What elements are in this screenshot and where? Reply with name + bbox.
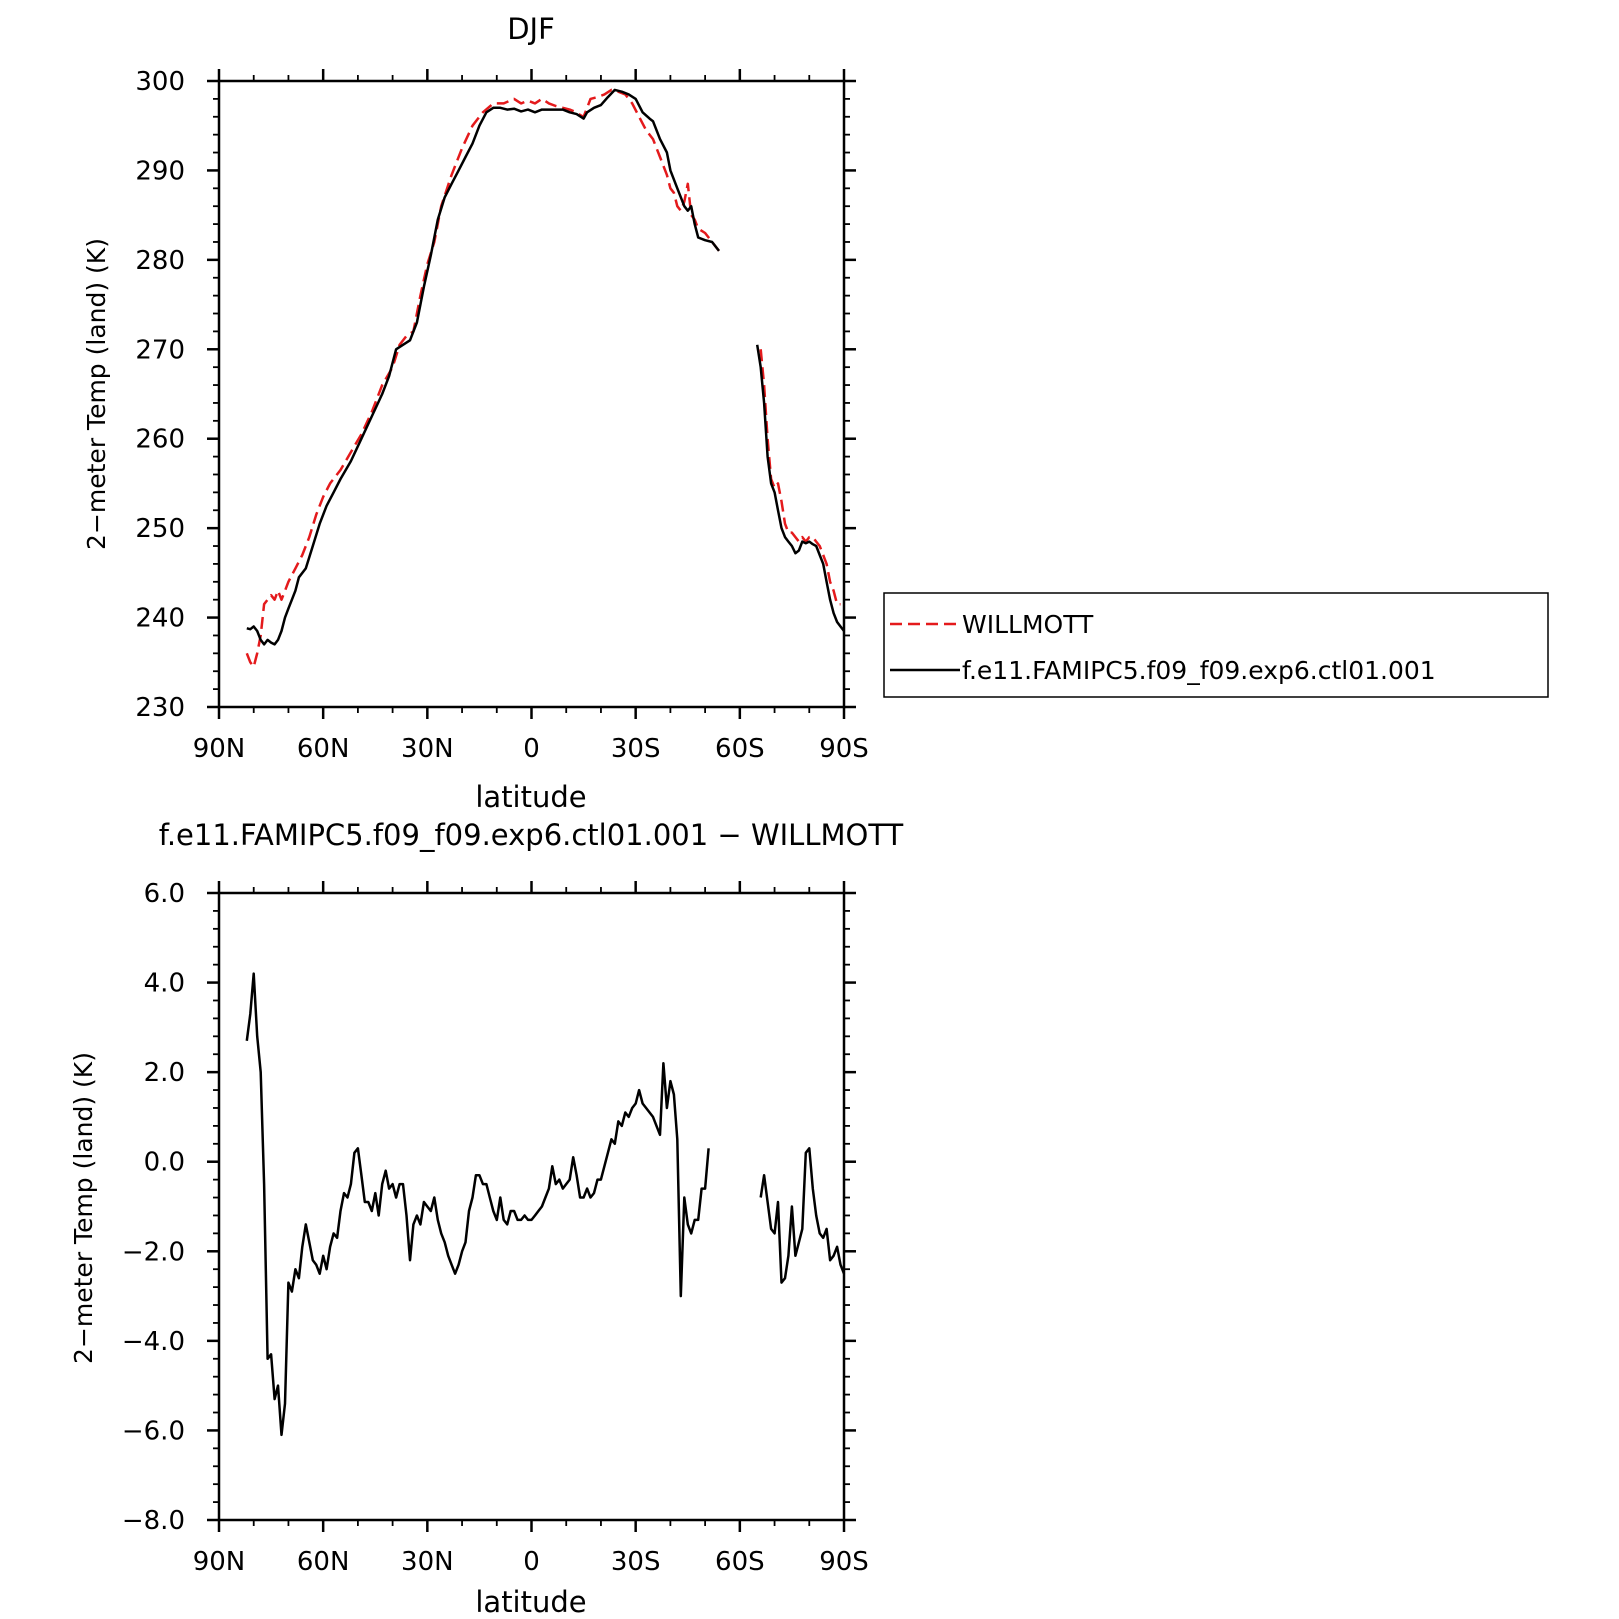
bottom-chart: f.e11.FAMIPC5.f09_f09.exp6.ctl01.001 − W… bbox=[69, 818, 904, 1619]
bottom-series-0-line-segment-1 bbox=[759, 1147, 846, 1284]
top-chart-title: DJF bbox=[507, 12, 555, 46]
top-x-tick-label: 60S bbox=[715, 734, 765, 764]
bottom-y-tick-label: 0.0 bbox=[144, 1148, 185, 1178]
bottom-chart-xlabel: latitude bbox=[475, 1585, 586, 1619]
top-y-tick-label: 230 bbox=[135, 693, 185, 723]
bottom-x-tick-label: 0 bbox=[523, 1547, 540, 1577]
top-x-tick-label: 90S bbox=[819, 734, 869, 764]
bottom-chart-ylabel: 2−meter Temp (land) (K) bbox=[69, 1052, 98, 1364]
top-series-1-line-segment-0 bbox=[246, 88, 720, 646]
top-y-tick-label: 270 bbox=[135, 335, 185, 365]
legend: WILLMOTT f.e11.FAMIPC5.f09_f09.exp6.ctl0… bbox=[883, 592, 1549, 698]
bottom-x-tick-label: 30N bbox=[401, 1547, 454, 1577]
top-x-tick-label: 30S bbox=[611, 734, 661, 764]
top-chart: DJF 90N 60N 30N 0 30S 60S 90S 230 240 250 260 270 28… bbox=[82, 12, 869, 814]
legend-label-model: f.e11.FAMIPC5.f09_f09.exp6.ctl01.001 bbox=[962, 656, 1436, 685]
bottom-y-tick-label: 4.0 bbox=[144, 969, 185, 999]
bottom-series-0-line-segment-0 bbox=[245, 972, 710, 1437]
top-y-tick-label: 300 bbox=[135, 67, 185, 97]
top-y-tick-label: 280 bbox=[135, 246, 185, 276]
bottom-x-tick-label: 90N bbox=[193, 1547, 246, 1577]
bottom-y-tick-label: 6.0 bbox=[144, 879, 185, 909]
top-chart-frame bbox=[217, 79, 846, 709]
bottom-y-tick-label: −6.0 bbox=[122, 1416, 185, 1446]
top-series-0-line-segment-0 bbox=[245, 88, 720, 669]
bottom-x-tick-label: 30S bbox=[611, 1547, 661, 1577]
top-chart-xlabel: latitude bbox=[475, 780, 586, 814]
top-y-tick-label: 260 bbox=[135, 425, 185, 455]
top-y-tick-label: 250 bbox=[135, 514, 185, 544]
top-x-tick-label: 30N bbox=[401, 734, 454, 764]
bottom-x-tick-label: 60S bbox=[715, 1547, 765, 1577]
bottom-x-tick-label: 90S bbox=[819, 1547, 869, 1577]
top-x-tick-label: 60N bbox=[297, 734, 350, 764]
top-y-tick-label: 240 bbox=[135, 604, 185, 634]
bottom-chart-frame bbox=[217, 891, 846, 1522]
top-x-tick-label: 0 bbox=[523, 734, 540, 764]
top-x-tick-label: 90N bbox=[193, 734, 246, 764]
top-series-0-line-segment-1 bbox=[759, 349, 841, 606]
top-series-1-line-segment-1 bbox=[755, 344, 845, 632]
bottom-y-tick-label: −8.0 bbox=[122, 1506, 185, 1536]
top-chart-ylabel: 2−meter Temp (land) (K) bbox=[82, 238, 111, 550]
legend-box bbox=[883, 592, 1549, 698]
bottom-y-tick-label: −2.0 bbox=[122, 1237, 185, 1267]
bottom-y-tick-label: 2.0 bbox=[144, 1058, 185, 1088]
bottom-y-tick-label: −4.0 bbox=[122, 1327, 185, 1357]
bottom-x-tick-label: 60N bbox=[297, 1547, 350, 1577]
bottom-chart-title: f.e11.FAMIPC5.f09_f09.exp6.ctl01.001 − W… bbox=[159, 818, 904, 852]
top-y-tick-label: 290 bbox=[135, 156, 185, 186]
legend-label-willmott: WILLMOTT bbox=[962, 610, 1094, 639]
